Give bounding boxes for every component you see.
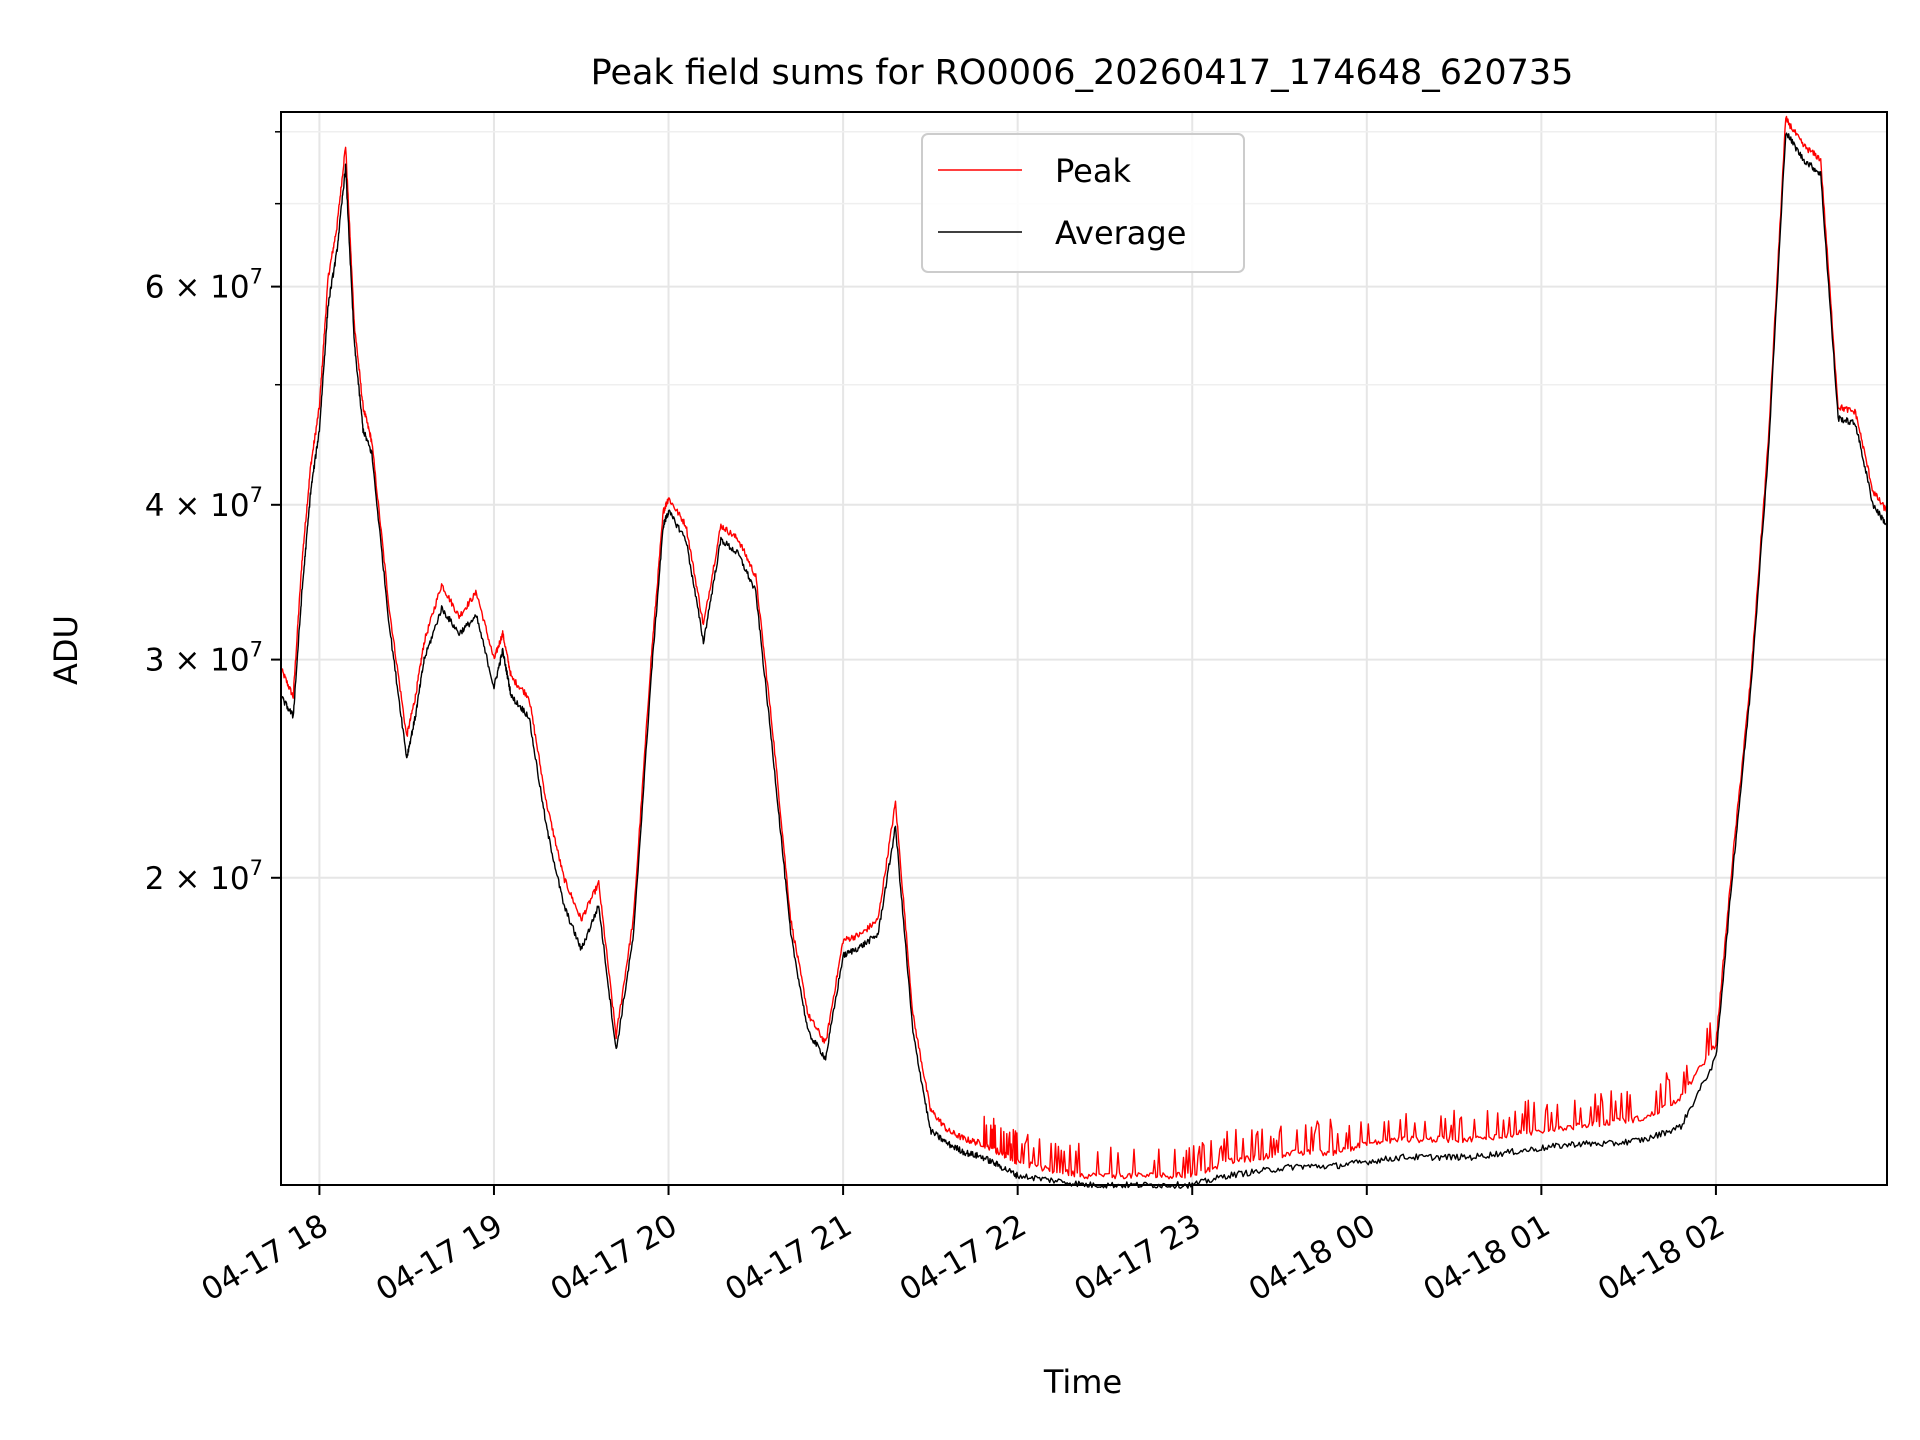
y-tick-exponent: 7 bbox=[250, 483, 263, 507]
y-axis-label: ADU bbox=[47, 615, 85, 685]
x-tick-label: 04-17 20 bbox=[545, 1208, 684, 1309]
x-tick-label: 04-17 23 bbox=[1068, 1208, 1207, 1309]
series-line-average bbox=[280, 132, 1888, 1189]
y-tick-mantissa: 6 × 10 bbox=[145, 270, 250, 306]
series-layer bbox=[280, 115, 1888, 1189]
legend-peak-label: Peak bbox=[1055, 152, 1131, 190]
x-tick-label: 04-18 00 bbox=[1243, 1208, 1382, 1309]
y-tick-label: 6 × 107 bbox=[145, 265, 263, 306]
x-axis-label: Time bbox=[1043, 1363, 1122, 1401]
y-tick-mantissa: 3 × 10 bbox=[145, 643, 250, 679]
x-tick-label: 04-17 22 bbox=[894, 1208, 1033, 1309]
x-tick-label: 04-17 21 bbox=[719, 1208, 858, 1309]
grid bbox=[281, 112, 1887, 1185]
y-tick-label: 4 × 107 bbox=[145, 483, 263, 524]
legend-box bbox=[921, 133, 1245, 273]
x-tick-label: 04-17 19 bbox=[370, 1208, 509, 1309]
x-axis: 04-17 18 04-17 19 04-17 20 04-17 21 04-17 22… bbox=[196, 1185, 1731, 1308]
legend-average-label: Average bbox=[1055, 214, 1186, 252]
y-tick-exponent: 7 bbox=[250, 856, 263, 880]
y-tick-exponent: 7 bbox=[250, 265, 263, 289]
y-tick-label: 3 × 107 bbox=[145, 638, 263, 679]
x-tick-label: 04-18 01 bbox=[1417, 1208, 1556, 1309]
chart-title: Peak field sums for RO0006_20260417_1746… bbox=[591, 53, 1574, 93]
y-tick-mantissa: 2 × 10 bbox=[145, 861, 250, 897]
y-tick-mantissa: 4 × 10 bbox=[145, 488, 250, 524]
x-tick-label: 04-17 18 bbox=[196, 1208, 335, 1309]
series-line-peak bbox=[280, 115, 1888, 1180]
y-tick-exponent: 7 bbox=[250, 638, 263, 662]
y-tick-label: 2 × 107 bbox=[145, 856, 263, 897]
plot-frame bbox=[280, 111, 1888, 1186]
x-tick-label: 04-18 02 bbox=[1592, 1208, 1731, 1309]
legend: Peak Average bbox=[921, 133, 1245, 273]
